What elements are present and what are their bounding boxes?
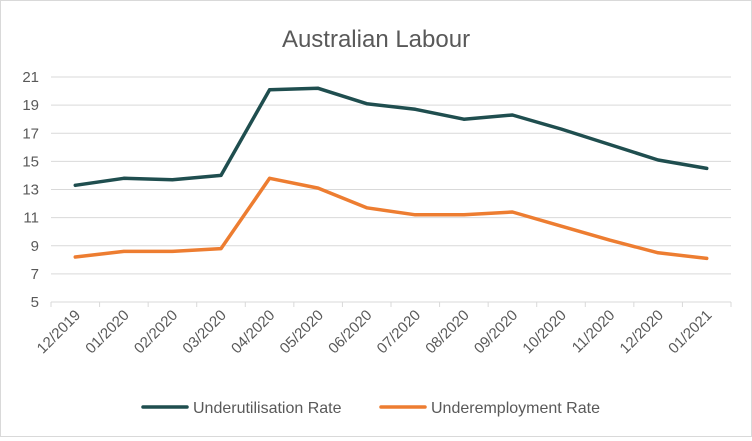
y-tick-label: 15 — [22, 153, 39, 170]
data-point — [365, 102, 369, 106]
x-tick-label: 02/2020 — [131, 307, 181, 357]
data-point — [510, 210, 514, 214]
x-tick-label: 08/2020 — [422, 307, 472, 357]
y-tick-label: 9 — [31, 238, 39, 255]
x-tick-label: 12/2020 — [617, 307, 667, 357]
x-tick-label: 05/2020 — [277, 307, 327, 357]
y-tick-label: 21 — [22, 69, 39, 86]
data-point — [365, 206, 369, 210]
x-tick-label: 04/2020 — [228, 307, 278, 357]
x-tick-label: 03/2020 — [179, 307, 229, 357]
data-point — [462, 117, 466, 121]
data-point — [462, 213, 466, 217]
y-tick-label: 13 — [22, 182, 39, 199]
y-axis-ticks: 5 7 9 11 13 15 17 19 21 — [22, 69, 39, 311]
y-tick-label: 7 — [31, 266, 39, 283]
data-point — [705, 256, 709, 260]
data-point — [559, 224, 563, 228]
x-tick-label: 11/2020 — [569, 307, 619, 357]
y-tick-label: 17 — [22, 125, 39, 142]
x-tick-label: 12/2019 — [34, 307, 84, 357]
legend-label-0: Underutilisation Rate — [193, 400, 342, 417]
data-point — [510, 113, 514, 117]
x-tick-label: 01/2021 — [665, 307, 715, 357]
legend: Underutilisation Rate Underemployment Rat… — [141, 400, 600, 417]
x-tick-label: 01/2020 — [82, 307, 132, 357]
x-axis-ticks: 12/201901/202002/202003/202004/202005/20… — [34, 307, 716, 357]
data-point — [219, 247, 223, 251]
data-point — [608, 238, 612, 242]
series-line-1 — [73, 176, 709, 261]
data-point — [656, 251, 660, 255]
data-point — [170, 249, 174, 253]
data-point — [170, 178, 174, 182]
x-tick-label: 10/2020 — [519, 307, 569, 357]
data-point — [413, 107, 417, 111]
data-point — [73, 255, 77, 259]
data-point — [268, 88, 272, 92]
series-lines — [73, 86, 709, 261]
y-tick-label: 5 — [31, 294, 39, 311]
data-point — [122, 176, 126, 180]
chart-title: Australian Labour — [282, 26, 470, 53]
data-point — [268, 176, 272, 180]
series-line-0 — [73, 86, 709, 188]
y-tick-label: 11 — [23, 210, 39, 227]
data-point — [122, 249, 126, 253]
data-point — [559, 127, 563, 131]
x-tick-label: 07/2020 — [374, 307, 424, 357]
legend-label-1: Underemployment Rate — [431, 400, 600, 417]
data-point — [656, 158, 660, 162]
x-tick-label: 09/2020 — [471, 307, 521, 357]
data-point — [705, 166, 709, 170]
y-tick-label: 19 — [22, 97, 39, 114]
data-point — [219, 173, 223, 177]
x-axis — [50, 301, 732, 307]
x-tick-label: 06/2020 — [325, 307, 375, 357]
data-point — [316, 186, 320, 190]
gridlines — [51, 76, 731, 275]
data-point — [316, 86, 320, 90]
data-point — [413, 213, 417, 217]
data-point — [608, 143, 612, 146]
data-point — [73, 183, 77, 187]
